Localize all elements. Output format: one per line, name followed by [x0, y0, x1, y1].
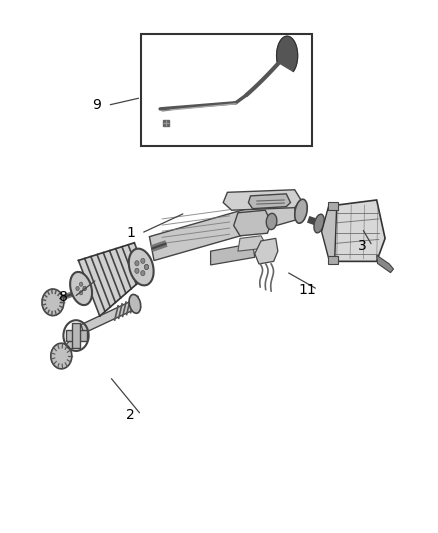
Bar — [328, 256, 338, 264]
Text: 1: 1 — [126, 226, 135, 240]
Ellipse shape — [266, 213, 277, 230]
Ellipse shape — [141, 271, 145, 276]
Polygon shape — [78, 243, 147, 316]
Polygon shape — [211, 244, 255, 265]
Ellipse shape — [129, 248, 154, 285]
Polygon shape — [248, 194, 290, 209]
Polygon shape — [223, 190, 301, 210]
Ellipse shape — [79, 282, 83, 286]
Text: 2: 2 — [126, 408, 135, 422]
Text: 9: 9 — [92, 98, 102, 112]
Ellipse shape — [295, 199, 307, 223]
Ellipse shape — [79, 291, 83, 295]
Polygon shape — [72, 323, 80, 349]
Ellipse shape — [135, 268, 139, 273]
Polygon shape — [321, 204, 337, 261]
Bar — [328, 202, 338, 210]
Polygon shape — [234, 210, 272, 236]
Ellipse shape — [141, 259, 145, 263]
Ellipse shape — [129, 294, 141, 313]
Polygon shape — [66, 330, 87, 341]
Polygon shape — [328, 200, 385, 261]
Polygon shape — [377, 255, 393, 273]
Text: 3: 3 — [357, 239, 366, 253]
Ellipse shape — [83, 286, 86, 290]
Bar — [141, 34, 311, 146]
Ellipse shape — [70, 272, 92, 305]
Polygon shape — [277, 36, 298, 71]
Ellipse shape — [135, 261, 139, 266]
Polygon shape — [149, 196, 297, 261]
Ellipse shape — [145, 264, 148, 270]
Text: 11: 11 — [298, 282, 316, 296]
Circle shape — [51, 343, 72, 369]
Polygon shape — [238, 236, 265, 251]
Circle shape — [42, 289, 64, 316]
Ellipse shape — [145, 264, 148, 270]
Ellipse shape — [83, 286, 86, 290]
Text: 8: 8 — [59, 290, 68, 304]
Polygon shape — [65, 335, 78, 351]
Polygon shape — [255, 238, 278, 264]
Ellipse shape — [314, 214, 324, 233]
Polygon shape — [81, 298, 141, 333]
Ellipse shape — [76, 286, 79, 290]
